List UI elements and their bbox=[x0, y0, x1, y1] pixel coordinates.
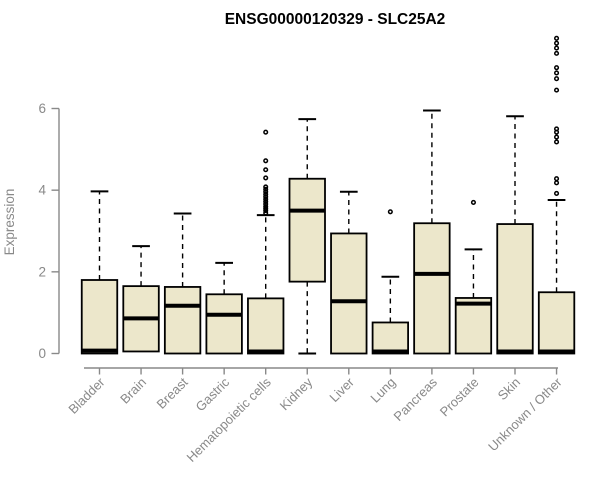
x-label-breast: Breast bbox=[154, 374, 191, 411]
x-label-prostate: Prostate bbox=[437, 375, 482, 420]
outlier-hematopoietic-cells bbox=[263, 199, 269, 205]
outlier-hematopoietic-cells bbox=[263, 175, 269, 181]
outlier-unknown-other bbox=[554, 65, 560, 71]
x-label-unknown-other: Unknown / Other bbox=[485, 374, 565, 454]
box-prostate bbox=[454, 199, 493, 355]
x-label-lung: Lung bbox=[367, 375, 398, 406]
outlier-unknown-other bbox=[554, 126, 560, 132]
chart-title: ENSG00000120329 - SLC25A2 bbox=[225, 11, 446, 28]
outlier-lung bbox=[387, 209, 393, 215]
outlier-hematopoietic-cells bbox=[263, 196, 269, 202]
outlier-hematopoietic-cells bbox=[263, 205, 269, 212]
x-label-liver: Liver bbox=[326, 374, 357, 405]
box-liver bbox=[330, 190, 368, 355]
outlier-unknown-other bbox=[554, 45, 560, 51]
y-tick-label-0: 0 bbox=[38, 346, 46, 361]
outlier-hematopoietic-cells bbox=[263, 194, 269, 200]
y-tick-label-4: 4 bbox=[38, 183, 46, 198]
x-label-bladder: Bladder bbox=[65, 374, 108, 417]
x-label-gastric: Gastric bbox=[193, 374, 233, 414]
iqr-box-kidney bbox=[288, 177, 326, 283]
boxes-group bbox=[80, 35, 576, 355]
box-unknown-other bbox=[537, 35, 576, 355]
box-pancreas bbox=[413, 109, 451, 355]
outlier-unknown-other bbox=[554, 87, 560, 93]
y-tick-label-6: 6 bbox=[38, 101, 46, 116]
outlier-unknown-other bbox=[554, 50, 560, 56]
box-hematopoietic-cells bbox=[247, 129, 285, 355]
y-tick-label-2: 2 bbox=[38, 264, 46, 279]
iqr-box-bladder bbox=[80, 279, 119, 355]
outlier-hematopoietic-cells bbox=[263, 189, 269, 195]
iqr-box-unknown-other bbox=[537, 291, 576, 355]
outlier-hematopoietic-cells bbox=[263, 184, 269, 190]
box-bladder bbox=[80, 190, 119, 355]
box-kidney bbox=[288, 118, 326, 355]
iqr-box-hematopoietic-cells bbox=[247, 297, 285, 355]
box-lung bbox=[371, 209, 410, 355]
outlier-unknown-other bbox=[554, 35, 560, 41]
outlier-hematopoietic-cells bbox=[263, 186, 269, 192]
outlier-hematopoietic-cells bbox=[263, 191, 269, 197]
iqr-box-gastric bbox=[205, 293, 243, 355]
box-gastric bbox=[205, 261, 243, 355]
outlier-unknown-other bbox=[554, 40, 560, 46]
iqr-box-breast bbox=[163, 286, 202, 355]
outlier-hematopoietic-cells bbox=[263, 129, 269, 135]
y-axis: 0 2 4 6 bbox=[38, 101, 60, 361]
outlier-hematopoietic-cells bbox=[263, 201, 269, 207]
outlier-unknown-other bbox=[554, 180, 560, 186]
outlier-unknown-other bbox=[554, 70, 560, 76]
outlier-hematopoietic-cells bbox=[263, 158, 269, 164]
outlier-prostate bbox=[470, 199, 477, 205]
x-label-pancreas: Pancreas bbox=[391, 374, 441, 424]
outlier-hematopoietic-cells bbox=[263, 167, 269, 173]
x-label-kidney: Kidney bbox=[277, 374, 316, 413]
box-skin bbox=[496, 115, 534, 355]
outlier-hematopoietic-cells bbox=[263, 210, 269, 216]
box-brain bbox=[122, 245, 160, 353]
iqr-box-pancreas bbox=[413, 222, 451, 355]
iqr-box-liver bbox=[330, 232, 368, 355]
outlier-unknown-other bbox=[554, 176, 560, 182]
x-label-skin: Skin bbox=[495, 375, 523, 403]
box-breast bbox=[163, 212, 202, 355]
outlier-unknown-other bbox=[554, 139, 560, 145]
outlier-unknown-other bbox=[554, 76, 560, 82]
outlier-unknown-other bbox=[554, 134, 560, 140]
y-axis-label: Expression bbox=[2, 189, 17, 256]
iqr-box-lung bbox=[371, 321, 410, 355]
x-label-brain: Brain bbox=[117, 375, 149, 407]
outlier-hematopoietic-cells bbox=[263, 203, 269, 210]
outlier-unknown-other bbox=[554, 190, 560, 196]
iqr-box-prostate bbox=[454, 297, 493, 355]
iqr-box-skin bbox=[496, 223, 534, 355]
